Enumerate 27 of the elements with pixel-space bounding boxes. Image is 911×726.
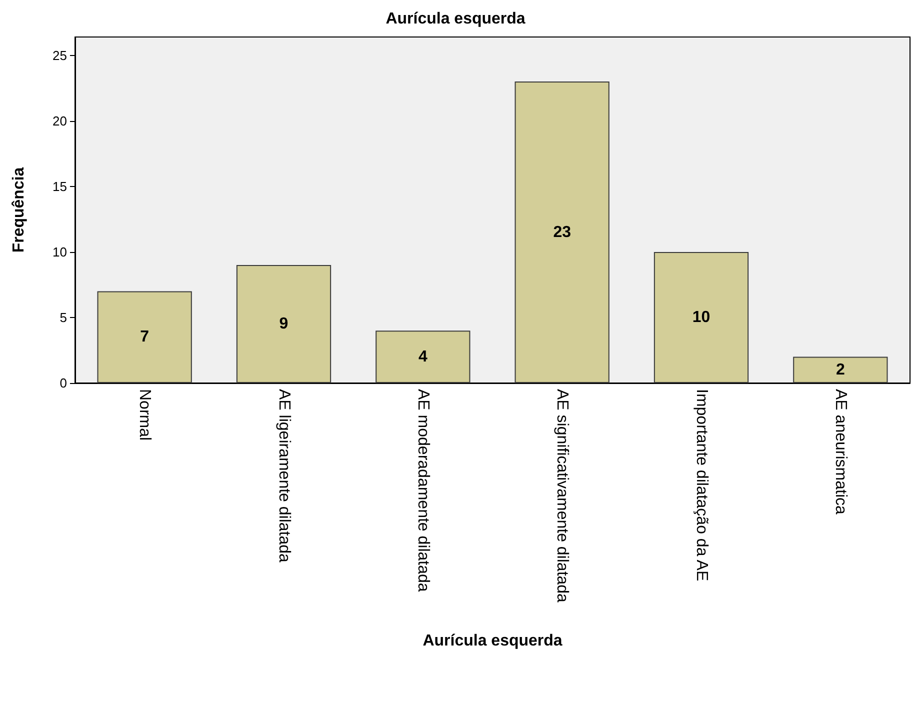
x-tick-label: AE aneurismatica <box>832 389 849 514</box>
y-tick-label: 10 <box>52 244 67 260</box>
data-label: 4 <box>418 348 428 366</box>
y-tick-label: 0 <box>60 376 67 390</box>
y-tick-label: 20 <box>52 113 67 128</box>
y-tick-label: 15 <box>52 178 67 194</box>
bar <box>236 265 332 383</box>
data-label: 10 <box>692 308 710 326</box>
chart-title: Aurícula esquerda <box>386 10 526 28</box>
x-tick-label: Importante dilatação da AE <box>692 389 710 582</box>
data-label: 9 <box>279 316 288 333</box>
y-tick-label: 25 <box>52 48 67 63</box>
x-tick-label: Normal <box>136 389 154 441</box>
y-axis-title: Frequência <box>10 167 28 253</box>
bar <box>654 252 749 383</box>
x-tick-label: AE significativamente dilatada <box>554 389 571 603</box>
y-tick-label: 5 <box>60 310 67 325</box>
x-tick-label: AE ligeiramente dilatada <box>275 389 292 563</box>
x-tick-label: AE moderadamente dilatada <box>414 389 432 592</box>
bar <box>97 291 192 383</box>
data-label: 23 <box>553 224 572 241</box>
bar <box>376 330 470 383</box>
bar <box>793 356 888 383</box>
data-label: 7 <box>140 328 150 346</box>
data-label: 2 <box>836 361 845 378</box>
x-axis-title: Aurícula esquerda <box>422 632 562 650</box>
bar <box>514 82 610 383</box>
